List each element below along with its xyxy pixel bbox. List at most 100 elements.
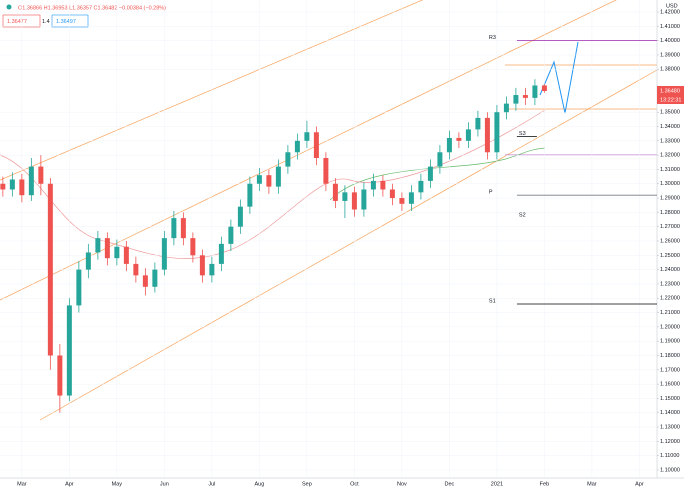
candle-body [446,137,452,153]
candle-body [66,305,72,396]
candle-body [123,246,129,264]
candle-body [171,218,177,239]
candle-body [19,179,25,196]
candle-body [456,137,462,141]
candle-body [228,226,234,244]
y-tick-label: 1.13000 [660,425,680,431]
x-tick-label: 2021 [491,481,503,487]
candle-body [47,183,53,356]
ask: 1.36497 [56,19,76,25]
y-tick-label: 1.42000 [660,9,680,15]
candle-body [399,198,405,204]
candle-body [503,103,509,113]
candle-body [28,166,34,196]
candle-body [332,183,338,201]
candle-body [209,263,215,276]
candle-body [199,255,205,276]
candle-body [285,152,291,167]
candle-body [0,183,6,190]
pivot-label: S1 [489,298,496,304]
y-tick-label: 1.38000 [660,67,680,73]
x-tick-label: Jun [160,481,169,487]
band [0,109,546,259]
y-tick-label: 1.16000 [660,382,680,388]
candle-body [57,355,63,396]
candle-body [427,166,433,181]
candle-body [304,132,310,141]
y-tick-label: 1.11000 [660,453,679,459]
candle-body [294,140,300,153]
y-tick-label: 1.24000 [660,267,680,273]
candle-body [247,183,253,207]
y-tick-label: 1.20000 [660,324,680,330]
price-badge [657,86,684,104]
y-tick-label: 1.41000 [660,24,680,30]
candle-body [342,192,348,201]
candle-body [152,269,158,287]
candle-body [380,180,386,190]
x-tick-label: Feb [540,481,549,487]
y-tick-label: 1.32000 [660,153,680,159]
channel-line [0,0,617,301]
candle-body [389,189,395,199]
pivot-label: R3 [489,35,496,41]
y-tick-label: 1.10000 [660,467,680,473]
x-tick-label: Apr [65,481,74,487]
y-tick-label: 1.19000 [660,339,680,345]
spread: 1.4 [42,19,50,25]
ohlc-text: O1.36866 H1.36953 L1.36357 C1.36482 −0.0… [18,5,166,11]
candle-body [38,166,44,184]
moving-average [329,147,546,201]
channel-line [39,69,658,421]
y-tick-label: 1.34000 [660,124,680,130]
projection [539,41,579,114]
y-tick-label: 1.35000 [660,110,680,116]
y-tick-label: 1.12000 [660,439,680,445]
y-tick-label: 1.18000 [660,353,680,359]
candle-body [475,117,481,130]
pivot-label: S3 [519,131,526,137]
y-tick-label: 1.33000 [660,138,680,144]
candle-body [541,85,547,91]
y-tick-label: 1.39000 [660,52,680,58]
candle-body [275,166,281,187]
y-tick-label: 1.26000 [660,238,680,244]
x-tick-label: Sep [302,481,312,487]
candle-body [237,206,243,227]
y-tick-label: 1.29000 [660,196,680,202]
x-tick-label: Nov [397,481,407,487]
buy-button[interactable] [51,14,89,28]
candle-body [266,175,272,187]
y-tick-label: 1.30000 [660,181,680,187]
candle-body [323,157,329,184]
x-tick-label: Jul [208,481,215,487]
decorations [0,0,658,421]
candle-body [161,238,167,270]
candle-body [418,180,424,193]
candle-body [133,263,139,276]
candle-body [437,152,443,167]
candle-body [494,112,500,153]
candle-body [190,238,196,256]
candle-body [408,192,414,204]
sell-button[interactable] [2,14,41,28]
x-tick-label: Mar [17,481,27,487]
countdown: 13:22:31 [660,97,681,103]
candle-body [180,218,186,239]
channel-line [0,0,424,181]
candle-body [104,238,110,259]
candle-body [465,129,471,141]
y-tick-label: 1.14000 [660,410,680,416]
candle-body [85,252,91,270]
candle-body [256,175,262,184]
x-tick-label: Aug [254,481,264,487]
candle-body [522,95,528,98]
candle-body [532,85,538,98]
x-tick-label: Dec [445,481,455,487]
bid: 1.36477 [7,19,27,25]
x-tick-label: Apr [635,481,644,487]
candle-body [370,180,376,190]
